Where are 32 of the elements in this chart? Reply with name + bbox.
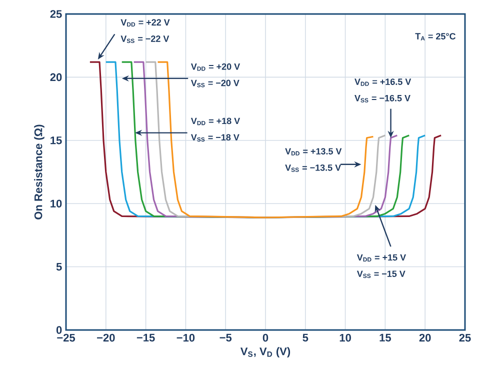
annotation: V$_{DD}$ = +18 V bbox=[190, 118, 240, 126]
annotation: V$_{SS}$ = −18 V bbox=[190, 134, 240, 142]
x-tick-label: 20 bbox=[419, 334, 431, 342]
x-tick-label: 15 bbox=[380, 334, 391, 342]
x-tick-label: 25 bbox=[459, 334, 471, 342]
annotation: V$_{DD}$ = +20 V bbox=[190, 63, 240, 71]
annotation: V$_{DD}$ = +16.5 V bbox=[354, 78, 412, 86]
annotation: V$_{SS}$ = −15 V bbox=[356, 270, 406, 278]
y-tick-label: 10 bbox=[50, 200, 62, 208]
annotation: V$_{SS}$ = −16.5 V bbox=[354, 94, 410, 102]
x-tick-label: −10 bbox=[176, 334, 195, 342]
x-tick-label: −20 bbox=[97, 334, 115, 342]
annotation: V$_{SS}$ = −20 V bbox=[190, 80, 240, 88]
annotation: V$_{DD}$ = +15 V bbox=[356, 254, 406, 262]
annotation: V$_{SS}$ = −13.5 V bbox=[285, 164, 342, 172]
x-axis-title: V$_{S}$, V$_{D}$ (V) bbox=[240, 347, 290, 358]
annotation: T$_{A}$ = 25°C bbox=[415, 33, 456, 40]
y-axis-title: On Resistance (Ω) bbox=[34, 124, 44, 220]
y-tick-label: 0 bbox=[56, 326, 62, 334]
x-tick-label: −25 bbox=[57, 334, 76, 342]
x-tick-label: 0 bbox=[262, 334, 268, 342]
x-tick-label: −5 bbox=[220, 334, 232, 342]
annotation: V$_{DD}$ = +13.5 V bbox=[285, 148, 342, 156]
y-tick-label: 20 bbox=[50, 73, 62, 82]
annotation: V$_{DD}$ = +22 V bbox=[120, 19, 170, 26]
x-tick-label: 5 bbox=[302, 334, 308, 342]
y-tick-label: 25 bbox=[50, 10, 62, 18]
annotation: V$_{SS}$ = −22 V bbox=[120, 36, 170, 43]
x-tick-label: 10 bbox=[340, 334, 351, 342]
y-tick-label: 5 bbox=[56, 262, 62, 271]
y-tick-label: 15 bbox=[50, 136, 62, 144]
x-tick-label: −15 bbox=[136, 334, 155, 342]
